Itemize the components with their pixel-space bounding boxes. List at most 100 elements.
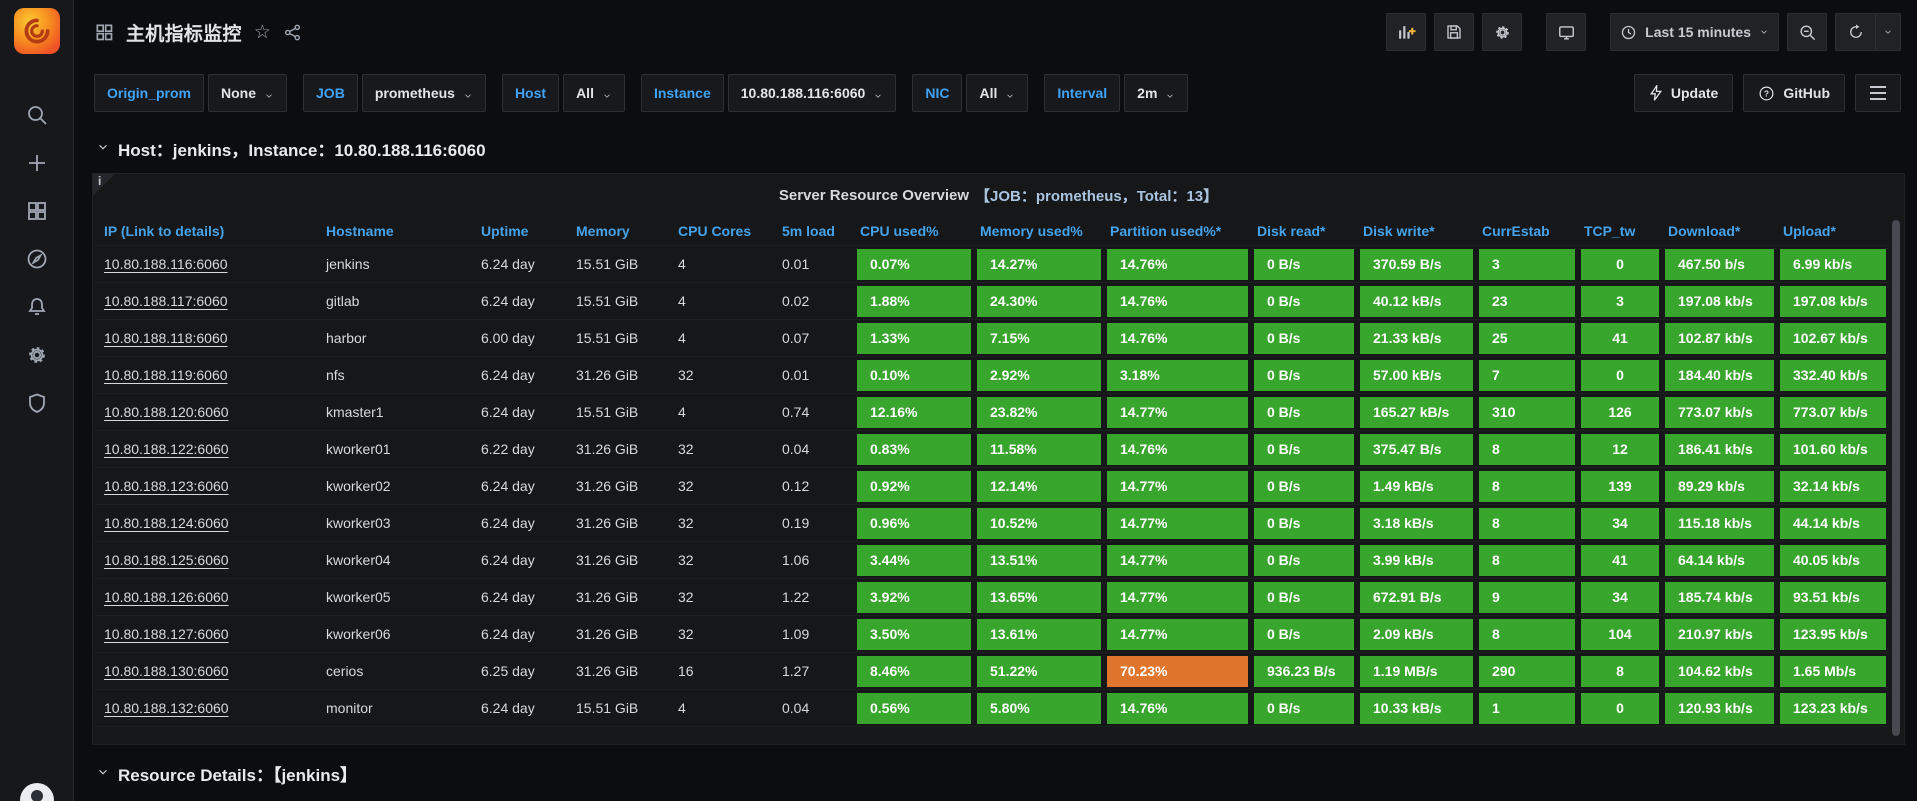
col-header-cpu_used[interactable]: CPU used% <box>860 222 939 239</box>
zoom-out-button[interactable] <box>1787 13 1827 51</box>
ip-link[interactable]: 10.80.188.120:6060 <box>104 404 229 420</box>
ip-link[interactable]: 10.80.188.123:6060 <box>104 478 229 494</box>
ip-link[interactable]: 10.80.188.124:6060 <box>104 515 229 531</box>
ip-link[interactable]: 10.80.188.117:6060 <box>104 293 228 309</box>
cell-cpu_cores: 32 <box>678 478 694 494</box>
ip-link[interactable]: 10.80.188.130:6060 <box>104 663 229 679</box>
search-icon[interactable] <box>24 102 50 128</box>
user-avatar[interactable] <box>19 783 54 801</box>
cell-disk_read: 0 B/s <box>1251 320 1357 356</box>
cell-disk_read: 0 B/s <box>1251 357 1357 393</box>
table-scrollbar[interactable] <box>1892 220 1900 736</box>
threshold-cell: 139 <box>1581 470 1659 502</box>
variable-value-dropdown[interactable]: 10.80.188.116:6060 <box>727 74 897 112</box>
ip-link[interactable]: 10.80.188.119:6060 <box>104 367 228 383</box>
cell-partition_used: 14.76% <box>1104 690 1251 726</box>
explore-compass-icon[interactable] <box>24 246 50 272</box>
threshold-cell: 24.30% <box>977 285 1101 317</box>
dashboard-settings-button[interactable] <box>1482 13 1523 51</box>
cell-mem_used: 24.30% <box>974 283 1104 319</box>
col-header-currestab[interactable]: CurrEstab <box>1482 222 1550 239</box>
tv-mode-button[interactable] <box>1546 13 1587 51</box>
cell-disk_read: 0 B/s <box>1251 616 1357 652</box>
col-header-upload[interactable]: Upload* <box>1783 222 1836 239</box>
cell-hostname: jenkins <box>326 256 370 272</box>
dashboard-links: Update ? GitHub <box>1633 74 1901 112</box>
col-header-disk_write[interactable]: Disk write* <box>1363 222 1435 239</box>
ip-link[interactable]: 10.80.188.118:6060 <box>104 330 228 346</box>
col-header-uptime[interactable]: Uptime <box>481 222 529 239</box>
threshold-cell: 13.65% <box>977 581 1101 613</box>
variable-value-dropdown[interactable]: None <box>208 74 288 112</box>
ip-link[interactable]: 10.80.188.125:6060 <box>104 552 229 568</box>
col-header-cpu_cores[interactable]: CPU Cores <box>678 222 752 239</box>
ip-link[interactable]: 10.80.188.132:6060 <box>104 700 229 716</box>
share-icon[interactable] <box>283 23 302 42</box>
col-header-load_5m[interactable]: 5m load <box>782 222 835 239</box>
ip-link[interactable]: 10.80.188.122:6060 <box>104 441 229 457</box>
apps-grid-icon[interactable] <box>94 22 114 42</box>
cell-uptime: 6.24 day <box>481 700 535 716</box>
ip-link[interactable]: 10.80.188.127:6060 <box>104 626 229 642</box>
create-plus-icon[interactable] <box>24 150 50 176</box>
panel-info-icon[interactable]: i <box>93 174 115 196</box>
threshold-cell: 14.77% <box>1107 581 1248 613</box>
kiosk-menu-button[interactable] <box>1855 74 1901 112</box>
cell-cpu_cores: 4 <box>678 700 686 716</box>
configuration-gear-icon[interactable] <box>24 342 50 368</box>
cell-load_5m: 0.12 <box>782 478 810 494</box>
variable-value: prometheus <box>374 85 455 101</box>
refresh-button[interactable] <box>1835 13 1875 51</box>
cell-partition_used: 14.76% <box>1104 246 1251 282</box>
github-link-button[interactable]: ? GitHub <box>1743 74 1845 112</box>
col-header-hostname[interactable]: Hostname <box>326 222 394 239</box>
cell-disk_write: 2.09 kB/s <box>1357 616 1476 652</box>
refresh-interval-dropdown[interactable] <box>1875 13 1901 51</box>
variable-origin_prom: Origin_prom None <box>94 74 288 112</box>
ip-link[interactable]: 10.80.188.126:6060 <box>104 589 229 605</box>
update-link-button[interactable]: Update <box>1633 74 1734 112</box>
cell-tcp_tw: 41 <box>1578 542 1662 578</box>
add-panel-button[interactable] <box>1386 13 1427 51</box>
variable-value-dropdown[interactable]: All <box>966 74 1029 112</box>
threshold-cell: 25 <box>1479 322 1575 354</box>
table-row: 10.80.188.116:6060 jenkins 6.24 day 15.51 G… <box>95 246 1889 283</box>
panel-title[interactable]: Server Resource Overview 【JOB：prometheus… <box>93 174 1904 216</box>
cell-ip: 10.80.188.116:6060 <box>95 246 320 282</box>
server-admin-shield-icon[interactable] <box>24 390 50 416</box>
threshold-cell: 8 <box>1479 470 1575 502</box>
cell-download: 184.40 kb/s <box>1662 357 1777 393</box>
alerting-bell-icon[interactable] <box>24 294 50 320</box>
dashboard-row-host[interactable]: Host：jenkins，Instance：10.80.188.116:6060 <box>74 122 1917 171</box>
col-header-tcp_tw[interactable]: TCP_tw <box>1584 222 1636 239</box>
dashboard-row-resource-details[interactable]: Resource Details：【jenkins】 <box>74 745 1917 796</box>
cell-ip: 10.80.188.124:6060 <box>95 505 320 541</box>
col-header-partition_used[interactable]: Partition used%* <box>1110 222 1222 239</box>
variable-label: JOB <box>303 74 358 112</box>
cell-load_5m: 0.04 <box>782 700 810 716</box>
cell-cpu_used: 0.83% <box>854 431 974 467</box>
variable-value: All <box>979 85 998 101</box>
col-header-ip[interactable]: IP (Link to details) <box>104 222 225 239</box>
col-header-disk_read[interactable]: Disk read* <box>1257 222 1326 239</box>
threshold-cell: 8.46% <box>857 655 971 687</box>
variable-value-dropdown[interactable]: All <box>563 74 625 112</box>
variable-value-dropdown[interactable]: 2m <box>1124 74 1189 112</box>
threshold-cell: 57.00 kB/s <box>1360 359 1473 391</box>
threshold-cell: 3.44% <box>857 544 971 576</box>
col-header-mem_used[interactable]: Memory used% <box>980 222 1083 239</box>
save-dashboard-button[interactable] <box>1434 13 1475 51</box>
threshold-cell: 0 B/s <box>1254 433 1354 465</box>
star-icon[interactable]: ☆ <box>253 21 271 43</box>
grafana-logo-icon[interactable] <box>13 8 60 54</box>
dashboards-icon[interactable] <box>24 198 50 224</box>
col-header-download[interactable]: Download* <box>1668 222 1741 239</box>
variable-value-dropdown[interactable]: prometheus <box>361 74 486 112</box>
chevron-down-icon <box>264 88 274 98</box>
col-header-memory[interactable]: Memory <box>576 222 630 239</box>
cell-memory: 31.26 GiB <box>576 441 639 457</box>
cell-memory: 15.51 GiB <box>576 700 639 716</box>
threshold-cell: 0 B/s <box>1254 470 1354 502</box>
ip-link[interactable]: 10.80.188.116:6060 <box>104 256 228 272</box>
time-range-picker[interactable]: Last 15 minutes <box>1610 13 1779 51</box>
